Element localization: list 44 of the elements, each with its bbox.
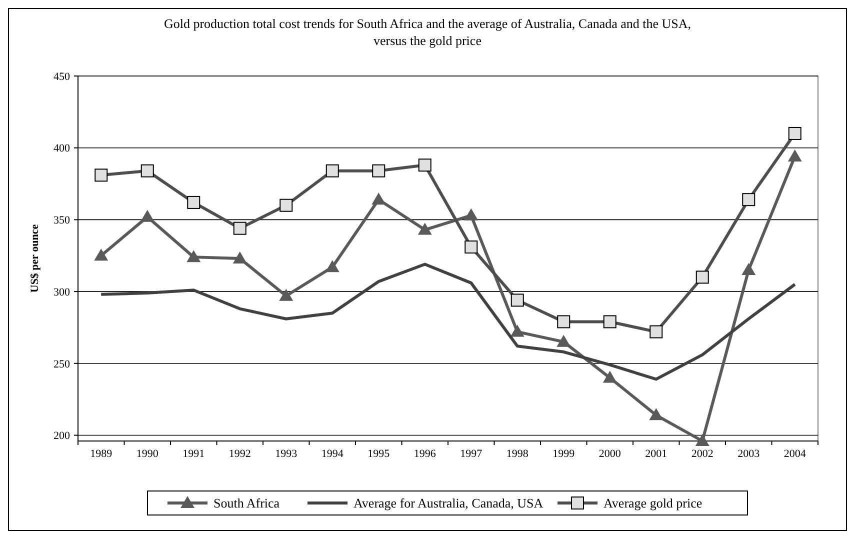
point [742,262,756,275]
point [510,324,524,337]
x-tick-label: 2002 [691,448,714,460]
x-tick-label: 1992 [228,448,251,460]
x-tick-label: 1990 [136,448,159,460]
legend-label: Average gold price [604,496,702,511]
legend-label: Average for Australia, Canada, USA [354,496,544,511]
point [325,260,340,272]
chart-title: Gold production total cost trends for South Africa and the average of Australia, Canada and the USA, versus the gold price [164,16,692,48]
point [232,252,247,264]
x-tick-label: 1991 [182,448,205,460]
y-tick-label: 400 [54,142,70,155]
x-tick-label: 1998 [506,448,529,460]
x-tick-label: 2004 [784,448,806,460]
y-tick-label: 250 [54,358,70,370]
point [464,208,478,220]
y-tick-label: 350 [54,214,70,227]
point [649,408,664,420]
legend-label: South Africa [214,496,280,511]
y-axis-title: US$ per ounce [29,224,41,293]
x-tick-label: 1989 [90,448,113,460]
point [372,192,386,205]
x-tick-label: 2000 [598,448,622,460]
x-tick-label: 1995 [368,448,390,460]
y-tick-label: 300 [54,286,70,298]
x-tick-label: 2003 [738,448,760,460]
x-tick-label: 1996 [414,448,436,460]
x-tick-label: 1994 [321,448,344,460]
point [418,222,432,235]
point [279,288,294,301]
point [140,210,154,222]
y-tick-label: 450 [54,70,70,83]
point [695,434,710,446]
point [186,250,201,262]
x-tick-label: 1997 [460,448,483,460]
point [602,370,617,383]
y-tick-label: 200 [54,430,70,442]
x-tick-label: 2001 [645,448,668,460]
point [556,334,571,347]
line-series [100,262,796,381]
x-tick-label: 1999 [552,448,576,460]
point [788,149,802,162]
x-tick-label: 1993 [275,448,298,460]
point [94,248,108,261]
